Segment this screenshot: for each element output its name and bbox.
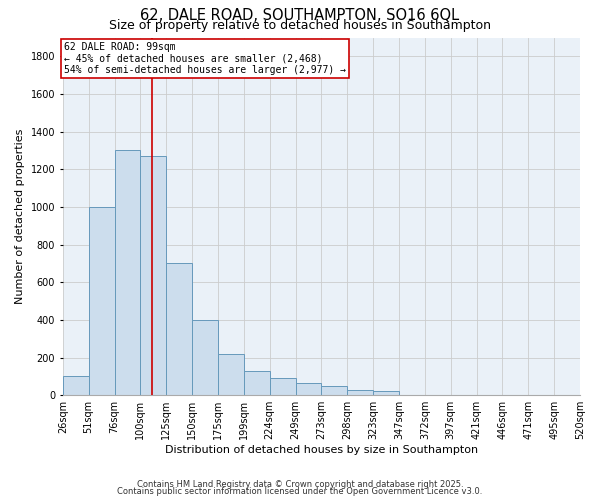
Text: Contains public sector information licensed under the Open Government Licence v3: Contains public sector information licen… (118, 487, 482, 496)
Bar (192, 320, 218, 395)
Text: 62 DALE ROAD: 99sqm
← 45% of detached houses are smaller (2,468)
54% of semi-det: 62 DALE ROAD: 99sqm ← 45% of detached ho… (64, 42, 346, 76)
Bar (373, 392, 399, 395)
Bar (218, 354, 244, 395)
Bar (140, 156, 166, 395)
Bar (296, 383, 322, 395)
Bar (63, 376, 89, 395)
Bar (269, 378, 296, 395)
Text: Size of property relative to detached houses in Southampton: Size of property relative to detached ho… (109, 18, 491, 32)
X-axis label: Distribution of detached houses by size in Southampton: Distribution of detached houses by size … (165, 445, 478, 455)
Y-axis label: Number of detached properties: Number of detached properties (15, 128, 25, 304)
Bar (166, 264, 192, 395)
Bar (347, 390, 373, 395)
Bar (89, 207, 115, 395)
Text: 62, DALE ROAD, SOUTHAMPTON, SO16 6QL: 62, DALE ROAD, SOUTHAMPTON, SO16 6QL (140, 8, 460, 22)
Bar (322, 386, 347, 395)
Text: Contains HM Land Registry data © Crown copyright and database right 2025.: Contains HM Land Registry data © Crown c… (137, 480, 463, 489)
Bar (115, 150, 140, 395)
Bar (244, 370, 269, 395)
